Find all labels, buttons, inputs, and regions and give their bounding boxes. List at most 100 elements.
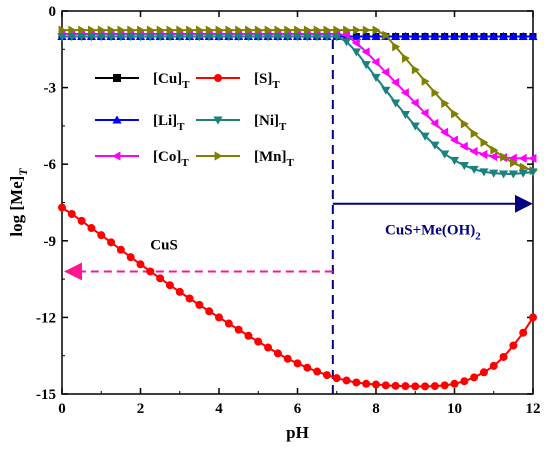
series-line (62, 29, 534, 172)
data-point (77, 216, 86, 225)
data-point (244, 331, 253, 340)
data-point (489, 31, 499, 40)
data-point (205, 25, 214, 35)
data-point (264, 25, 273, 35)
data-point (508, 153, 517, 163)
data-point (352, 25, 361, 35)
data-point (254, 25, 263, 35)
data-point (77, 33, 87, 42)
data-point (351, 38, 360, 48)
data-point (400, 88, 409, 98)
data-point (420, 132, 430, 141)
data-point (371, 57, 380, 67)
x-axis-title: pH (286, 423, 309, 442)
data-point (499, 352, 508, 361)
legend-item (196, 116, 240, 125)
data-point (518, 153, 527, 163)
data-point (235, 25, 244, 35)
data-point (78, 25, 87, 35)
y-tick-label: 0 (49, 4, 57, 20)
data-point (391, 99, 401, 108)
data-point (479, 149, 488, 160)
data-point (333, 25, 342, 35)
data-point (410, 31, 420, 40)
legend-label: [Cu]T (153, 71, 190, 91)
data-point (106, 33, 116, 42)
data-point (479, 368, 488, 377)
data-point (479, 168, 489, 177)
data-point (204, 33, 214, 42)
data-point (185, 294, 194, 303)
cus-arrow-label: CuS (150, 238, 178, 254)
data-point (234, 325, 243, 334)
data-point (322, 33, 332, 42)
data-point (175, 287, 184, 296)
data-point (224, 33, 234, 42)
series-line (62, 32, 533, 160)
data-point (498, 170, 509, 179)
data-point (450, 379, 459, 388)
data-point (126, 253, 135, 262)
legend-item (196, 74, 240, 82)
data-point (489, 169, 499, 178)
data-point (96, 33, 106, 42)
x-tick-label: 12 (526, 401, 541, 417)
data-point (509, 158, 518, 168)
data-point (184, 33, 195, 42)
legend-label-main: [Li] (153, 113, 177, 129)
data-point (519, 162, 528, 172)
data-point (469, 146, 478, 157)
data-point (97, 25, 106, 35)
x-tick-label: 8 (372, 401, 380, 417)
data-point (371, 73, 381, 82)
data-point (470, 128, 479, 139)
data-point (244, 25, 254, 35)
legend-label: [Li]T (153, 113, 185, 133)
legend-marker (113, 74, 121, 82)
data-point (372, 25, 381, 35)
cus-oh-arrow-label-sub: 2 (475, 230, 481, 242)
data-point (283, 33, 293, 42)
data-point (343, 25, 352, 35)
data-point (156, 274, 165, 283)
data-point (441, 98, 450, 109)
data-point (430, 31, 440, 40)
data-point (195, 300, 204, 309)
data-point (302, 33, 312, 42)
data-point (58, 25, 67, 35)
data-point (225, 25, 234, 35)
data-point (410, 98, 419, 108)
data-point (509, 341, 518, 350)
legend-marker (213, 116, 223, 125)
data-point (312, 33, 322, 42)
legend-label: [S]T (254, 71, 280, 91)
data-point (430, 141, 440, 150)
data-point (451, 109, 460, 119)
data-point (155, 33, 165, 42)
data-point (294, 25, 303, 35)
data-point (500, 152, 509, 162)
data-point (431, 88, 440, 98)
data-point (127, 25, 136, 35)
data-point (400, 110, 411, 120)
data-point (361, 47, 370, 57)
data-point (351, 31, 361, 40)
data-point (263, 33, 273, 42)
data-point (420, 31, 430, 40)
data-point (362, 379, 371, 388)
data-point (303, 25, 312, 35)
legend-label-main: [S] (254, 71, 272, 87)
data-point (341, 38, 352, 47)
x-tick-label: 10 (447, 401, 462, 417)
data-point (146, 25, 155, 35)
data-point (215, 313, 223, 322)
legend-label-main: [Co] (153, 149, 181, 165)
y-tick-label: -9 (44, 234, 57, 250)
series-ni (57, 33, 538, 179)
data-point (518, 31, 528, 40)
data-point (440, 31, 450, 40)
data-point (498, 31, 509, 40)
data-point (293, 359, 302, 368)
legend-item (95, 74, 139, 82)
